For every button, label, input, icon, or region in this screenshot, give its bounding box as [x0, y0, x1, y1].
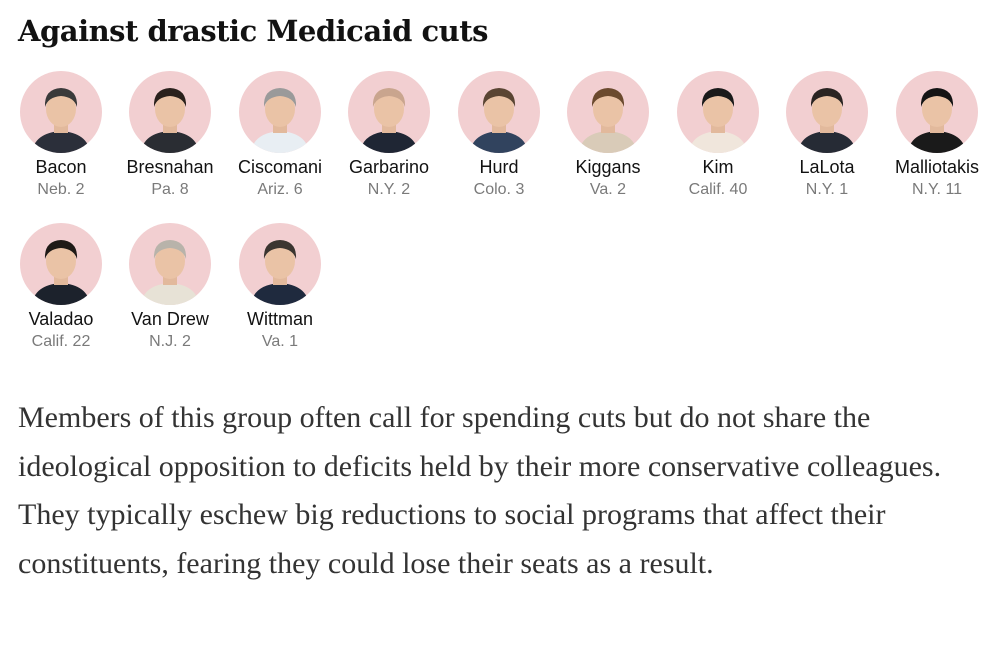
portrait-photo: [567, 71, 649, 153]
member-name: Garbarino: [348, 157, 430, 177]
section-heading: Against drastic Medicaid cuts: [18, 14, 488, 48]
portrait-shoulders: [360, 131, 418, 153]
member-name: Van Drew: [131, 309, 209, 329]
portrait-hair: [920, 88, 954, 107]
member-district: Ariz. 6: [257, 181, 303, 198]
portrait-shoulders: [579, 131, 637, 153]
portrait-photo: [458, 71, 540, 153]
member-name: Malliotakis: [894, 157, 980, 177]
portrait-face: [593, 91, 623, 127]
portrait-hair: [153, 88, 187, 107]
member-name: Bacon: [35, 157, 87, 177]
portrait-illustration: [251, 240, 309, 305]
portrait-hair: [44, 88, 78, 107]
portrait-hair: [701, 88, 735, 107]
member-district: Calif. 22: [31, 333, 91, 350]
portrait-shoulders: [32, 131, 90, 153]
portrait-illustration: [689, 88, 747, 153]
portrait-face: [265, 91, 295, 127]
member-district: Pa. 8: [151, 181, 189, 198]
member-name: Valadao: [28, 309, 94, 329]
portrait-photo: [677, 71, 759, 153]
portrait-face: [265, 243, 295, 279]
portrait-photo: [896, 71, 978, 153]
portrait-hair: [153, 240, 187, 259]
portrait-photo: [348, 71, 430, 153]
member-district: Colo. 3: [473, 181, 525, 198]
portrait-face: [374, 91, 404, 127]
body-paragraph: Members of this group often call for spe…: [18, 401, 942, 580]
member-grid: Bacon Neb. 2 Bresnahan Pa. 8 Ciscomani A…: [20, 71, 980, 350]
portrait-illustration: [141, 240, 199, 305]
portrait-photo: [239, 71, 321, 153]
portrait-shoulders: [251, 283, 309, 305]
portrait-shoulders: [141, 131, 199, 153]
portrait-hair: [591, 88, 625, 107]
member-district: Neb. 2: [37, 181, 85, 198]
portrait-face: [155, 243, 185, 279]
portrait-face: [703, 91, 733, 127]
member-district: N.Y. 11: [911, 181, 963, 198]
member-name: Wittman: [246, 309, 313, 329]
portrait-illustration: [251, 88, 309, 153]
portrait-face: [46, 243, 76, 279]
portrait-illustration: [908, 88, 966, 153]
portrait-shoulders: [798, 131, 856, 153]
portrait-illustration: [579, 88, 637, 153]
member-district: N.Y. 2: [367, 181, 411, 198]
portrait-illustration: [141, 88, 199, 153]
portrait-shoulders: [908, 131, 966, 153]
portrait-face: [484, 91, 514, 127]
portrait-face: [155, 91, 185, 127]
member-name: Kim: [702, 157, 734, 177]
member-name: LaLota: [799, 157, 855, 177]
portrait-hair: [263, 88, 297, 107]
member-name: Hurd: [479, 157, 519, 177]
portrait-illustration: [32, 88, 90, 153]
portrait-hair: [44, 240, 78, 259]
member-name: Kiggans: [575, 157, 641, 177]
portrait-photo: [786, 71, 868, 153]
portrait-illustration: [32, 240, 90, 305]
portrait-face: [46, 91, 76, 127]
portrait-illustration: [360, 88, 418, 153]
portrait-photo: [129, 71, 211, 153]
portrait-shoulders: [251, 131, 309, 153]
portrait-face: [812, 91, 842, 127]
member-district: Calif. 40: [688, 181, 748, 198]
portrait-hair: [263, 240, 297, 259]
portrait-shoulders: [470, 131, 528, 153]
member-district: Va. 1: [261, 333, 299, 350]
portrait-photo: [129, 223, 211, 305]
portrait-illustration: [798, 88, 856, 153]
member-district: Va. 2: [589, 181, 627, 198]
portrait-photo: [20, 71, 102, 153]
portrait-shoulders: [32, 283, 90, 305]
portrait-face: [922, 91, 952, 127]
portrait-shoulders: [689, 131, 747, 153]
member-district: N.J. 2: [149, 333, 191, 350]
member-name: Ciscomani: [237, 157, 323, 177]
portrait-photo: [239, 223, 321, 305]
portrait-hair: [482, 88, 516, 107]
portrait-photo: [20, 223, 102, 305]
portrait-shoulders: [141, 283, 199, 305]
portrait-hair: [810, 88, 844, 107]
member-district: N.Y. 1: [805, 181, 849, 198]
member-name: Bresnahan: [126, 157, 214, 177]
portrait-illustration: [470, 88, 528, 153]
portrait-hair: [372, 88, 406, 107]
